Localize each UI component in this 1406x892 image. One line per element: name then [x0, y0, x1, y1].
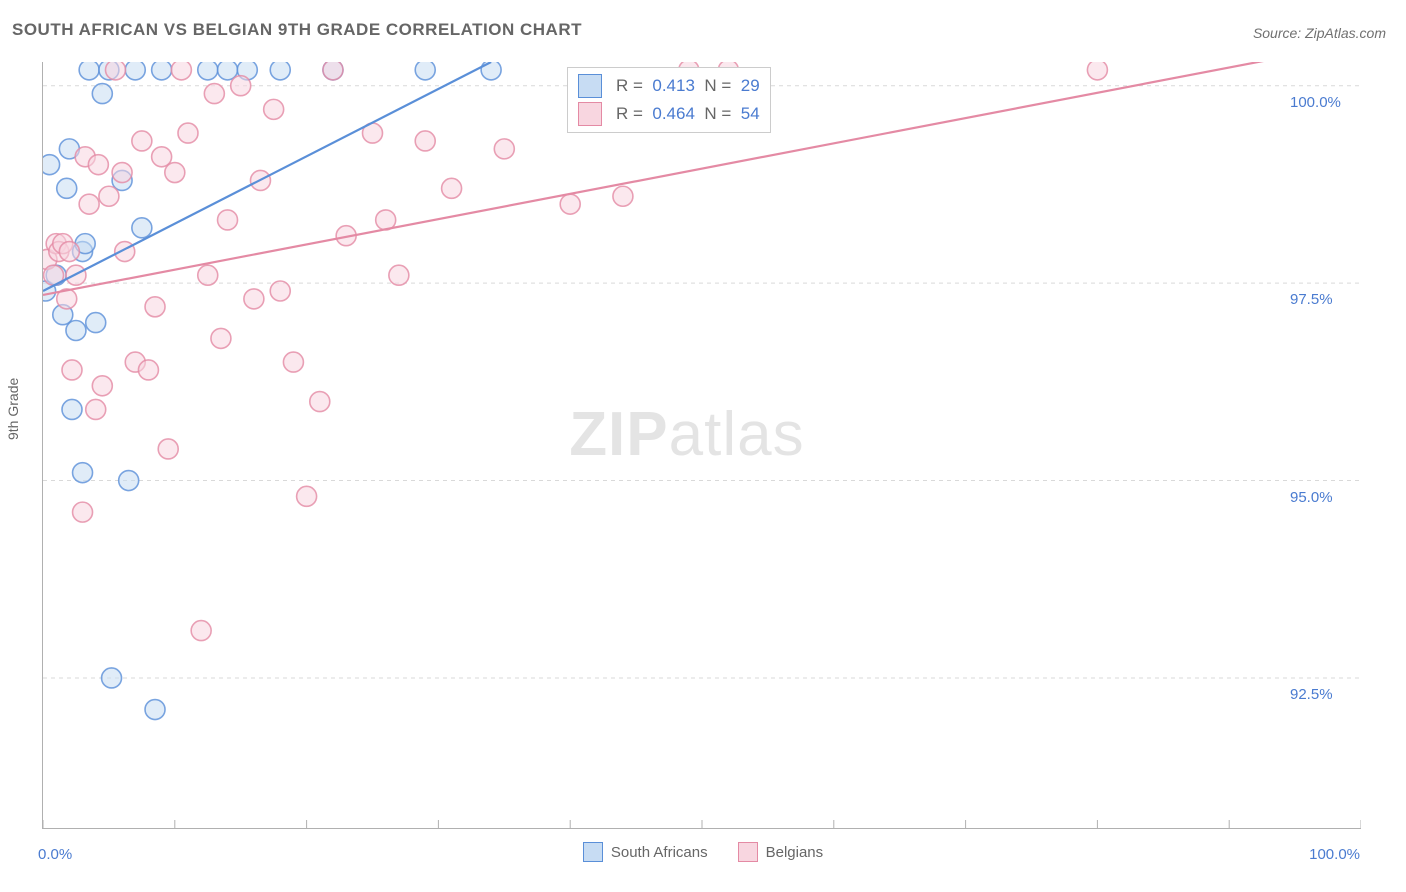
legend-label: Belgians — [766, 844, 824, 861]
stat-legend-text: R = 0.413 N = 29 — [616, 76, 760, 96]
scatter-point — [73, 502, 93, 522]
scatter-point — [191, 621, 211, 641]
scatter-point — [92, 376, 112, 396]
scatter-point — [152, 62, 172, 80]
scatter-point — [264, 99, 284, 119]
scatter-point — [73, 463, 93, 483]
scatter-point — [613, 186, 633, 206]
y-tick-label: 95.0% — [1290, 489, 1333, 506]
scatter-point — [494, 139, 514, 159]
scatter-point — [79, 62, 99, 80]
scatter-point — [86, 399, 106, 419]
scatter-point — [102, 668, 122, 688]
scatter-point — [218, 210, 238, 230]
scatter-point — [310, 392, 330, 412]
scatter-point — [323, 62, 343, 80]
scatter-point — [145, 700, 165, 720]
scatter-point — [198, 62, 218, 80]
legend-label: South Africans — [611, 844, 708, 861]
correlation-legend: R = 0.413 N = 29 R = 0.464 N = 54 — [567, 67, 771, 133]
scatter-point — [204, 84, 224, 104]
scatter-point — [66, 320, 86, 340]
scatter-point — [119, 471, 139, 491]
chart-container: SOUTH AFRICAN VS BELGIAN 9TH GRADE CORRE… — [0, 0, 1406, 892]
scatter-point — [270, 62, 290, 80]
scatter-point — [105, 62, 125, 80]
scatter-point — [171, 62, 191, 80]
legend-item: South Africans — [583, 842, 708, 862]
stat-legend-text: R = 0.464 N = 54 — [616, 104, 760, 124]
x-tick-label: 0.0% — [38, 846, 72, 863]
scatter-point — [297, 486, 317, 506]
series-legend: South Africans Belgians — [0, 842, 1406, 862]
scatter-point — [132, 218, 152, 238]
scatter-point — [92, 84, 112, 104]
scatter-point — [158, 439, 178, 459]
x-tick-label: 100.0% — [1309, 846, 1360, 863]
scatter-point — [178, 123, 198, 143]
scatter-point — [59, 242, 79, 262]
scatter-point — [244, 289, 264, 309]
scatter-point — [112, 163, 132, 183]
legend-swatch — [738, 842, 758, 862]
scatter-point — [560, 194, 580, 214]
scatter-point — [211, 328, 231, 348]
scatter-point — [198, 265, 218, 285]
scatter-point — [389, 265, 409, 285]
scatter-point — [442, 178, 462, 198]
legend-swatch — [583, 842, 603, 862]
scatter-point — [79, 194, 99, 214]
scatter-point — [165, 163, 185, 183]
scatter-point — [57, 178, 77, 198]
scatter-point — [1087, 62, 1107, 80]
scatter-point — [125, 62, 145, 80]
chart-title: SOUTH AFRICAN VS BELGIAN 9TH GRADE CORRE… — [12, 20, 582, 40]
legend-swatch — [578, 74, 602, 98]
scatter-point — [62, 399, 82, 419]
y-axis-label: 9th Grade — [5, 378, 21, 440]
scatter-point — [132, 131, 152, 151]
y-tick-label: 97.5% — [1290, 291, 1333, 308]
source-attribution: Source: ZipAtlas.com — [1253, 25, 1386, 41]
scatter-point — [415, 131, 435, 151]
scatter-point — [99, 186, 119, 206]
scatter-point — [138, 360, 158, 380]
scatter-point — [415, 62, 435, 80]
legend-swatch — [578, 102, 602, 126]
stat-legend-row: R = 0.413 N = 29 — [578, 72, 760, 100]
source-link[interactable]: ZipAtlas.com — [1305, 25, 1386, 41]
scatter-point — [42, 155, 60, 175]
legend-item: Belgians — [738, 842, 824, 862]
scatter-point — [62, 360, 82, 380]
scatter-point — [231, 76, 251, 96]
y-tick-label: 92.5% — [1290, 686, 1333, 703]
scatter-point — [145, 297, 165, 317]
scatter-point — [86, 313, 106, 333]
y-tick-label: 100.0% — [1290, 94, 1341, 111]
stat-legend-row: R = 0.464 N = 54 — [578, 100, 760, 128]
scatter-point — [270, 281, 290, 301]
scatter-plot — [42, 62, 1361, 829]
scatter-point — [88, 155, 108, 175]
source-prefix: Source: — [1253, 25, 1305, 41]
scatter-point — [283, 352, 303, 372]
